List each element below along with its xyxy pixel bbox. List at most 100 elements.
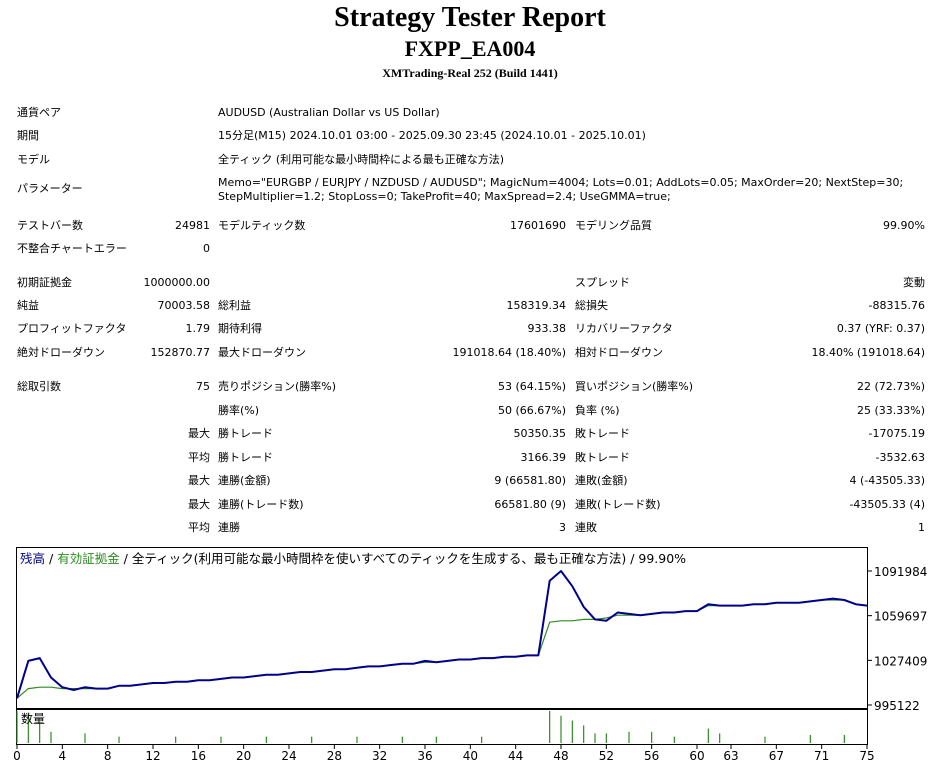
abs-dd-label: 絶対ドローダウン — [17, 346, 105, 359]
worst-trade-value: -17075.19 — [868, 427, 925, 440]
spread-value: 変動 — [903, 276, 925, 289]
avg-loss-label: 敗トレード — [575, 451, 630, 464]
gross-loss-value: -88315.76 — [868, 299, 925, 312]
x-tick-label: 56 — [644, 749, 659, 763]
short-positions-label: 売りポジション(勝率%) — [218, 380, 337, 393]
y-tick-label: 1027409 — [874, 654, 927, 668]
model-label: モデル — [17, 153, 50, 166]
legend-description: / 全ティック(利用可能な最小時間枠を使いすべてのティックを生成する、最も正確な… — [120, 551, 686, 566]
cons-loss-value: -43505.33 (4) — [849, 498, 925, 511]
cons-wins-amt-value: 9 (66581.80) — [494, 474, 566, 487]
quality-value: 99.90% — [883, 219, 925, 232]
abs-dd-value: 152870.77 — [150, 346, 211, 359]
max-label: 最大 — [188, 427, 210, 440]
bars-label: テストバー数 — [17, 219, 83, 232]
max-dd-value: 191018.64 (18.40%) — [452, 346, 566, 359]
cons-losses-amt-value: 4 (-43505.33) — [849, 474, 925, 487]
balance-line — [16, 570, 868, 699]
x-tick-label: 75 — [859, 749, 874, 763]
spread-label: スプレッド — [575, 276, 630, 289]
avg-label: 平均 — [188, 451, 210, 464]
y-tick-label: 1091984 — [874, 565, 927, 579]
y-tick-label: 995122 — [874, 699, 920, 713]
errors-value: 0 — [203, 242, 210, 255]
x-tick-label: 52 — [599, 749, 614, 763]
cons-losses-amt-label: 連敗(金額) — [575, 474, 628, 487]
x-tick-label: 24 — [281, 749, 296, 763]
avg-cons-wins-value: 3 — [559, 521, 566, 534]
avg-label-2: 平均 — [188, 521, 210, 534]
symbol-label: 通貨ペア — [17, 106, 61, 119]
period-label: 期間 — [17, 129, 39, 142]
long-positions-value: 22 (72.73%) — [856, 380, 925, 393]
x-tick-label: 12 — [145, 749, 160, 763]
x-tick-label: 16 — [191, 749, 206, 763]
net-value: 70003.58 — [157, 299, 211, 312]
y-tick-label: 1059697 — [874, 610, 927, 624]
ticks-value: 17601690 — [510, 219, 566, 232]
gross-loss-label: 総損失 — [575, 299, 608, 312]
x-tick-label: 48 — [553, 749, 568, 763]
cons-loss-label: 連敗(トレード数) — [575, 498, 661, 511]
avg-win-label: 勝トレード — [218, 451, 273, 464]
x-tick-label: 71 — [814, 749, 829, 763]
ticks-label: モデルティック数 — [218, 219, 306, 232]
long-positions-label: 買いポジション(勝率%) — [575, 380, 694, 393]
report-title: Strategy Tester Report — [334, 2, 606, 33]
legend-separator: / — [45, 551, 57, 566]
avg-win-value: 3166.39 — [520, 451, 567, 464]
x-tick-label: 36 — [417, 749, 432, 763]
best-trade-label: 勝トレード — [218, 427, 273, 440]
volume-plot-frame — [16, 709, 868, 745]
main-plot-frame — [16, 547, 868, 709]
period-value: 15分足(M15) 2024.10.01 03:00 - 2025.09.30 … — [218, 129, 646, 142]
quality-label: モデリング品質 — [575, 219, 652, 232]
volume-label: 数量 — [21, 711, 45, 726]
ea-name: FXPP_EA004 — [404, 36, 536, 61]
x-tick-label: 20 — [236, 749, 251, 763]
x-tick-label: 28 — [327, 749, 342, 763]
best-trade-value: 50350.35 — [513, 427, 567, 440]
params-label: パラメーター — [17, 182, 83, 195]
rel-dd-value: 18.40% (191018.64) — [811, 346, 925, 359]
x-tick-label: 63 — [723, 749, 738, 763]
expected-value: 933.38 — [527, 322, 567, 335]
winrate-label: 勝率(%) — [218, 404, 260, 417]
avg-cons-wins-label: 連勝 — [218, 521, 240, 534]
params-line-2: StepMultiplier=1.2; StopLoss=0; TakeProf… — [218, 190, 671, 203]
model-value: 全ティック (利用可能な最小時間枠による最も正確な方法) — [218, 153, 505, 166]
rel-dd-label: 相対ドローダウン — [575, 346, 663, 359]
x-tick-label: 60 — [689, 749, 704, 763]
short-positions-value: 53 (64.15%) — [497, 380, 566, 393]
x-tick-label: 44 — [508, 749, 523, 763]
lossrate-label: 負率 (%) — [575, 404, 620, 417]
x-tick-label: 4 — [59, 749, 67, 763]
gross-profit-label: 総利益 — [218, 299, 251, 312]
server-info: XMTrading-Real 252 (Build 1441) — [382, 66, 558, 80]
cons-profit-label: 連勝(トレード数) — [218, 498, 304, 511]
params-line-1: Memo="EURGBP / EURJPY / NZDUSD / AUDUSD"… — [218, 176, 904, 189]
worst-trade-label: 敗トレード — [575, 427, 630, 440]
x-tick-label: 40 — [463, 749, 478, 763]
recovery-label: リカバリーファクタ — [575, 322, 673, 335]
avg-cons-losses-label: 連敗 — [575, 521, 597, 534]
bars-value: 24981 — [175, 219, 210, 232]
net-label: 純益 — [17, 299, 39, 312]
pf-label: プロフィットファクタ — [17, 322, 127, 335]
max-dd-label: 最大ドローダウン — [218, 346, 306, 359]
legend-equity: 有効証拠金 — [57, 551, 120, 566]
total-trades-value: 75 — [196, 380, 210, 393]
deposit-label: 初期証拠金 — [17, 276, 72, 289]
x-tick-label: 0 — [13, 749, 21, 763]
x-tick-label: 8 — [104, 749, 112, 763]
legend-balance: 残高 — [20, 551, 45, 566]
expected-label: 期待利得 — [218, 322, 262, 335]
chart-header: 残高 / 有効証拠金 / 全ティック(利用可能な最小時間枠を使いすべてのティック… — [20, 551, 686, 566]
cons-wins-amt-label: 連勝(金額) — [218, 474, 271, 487]
lossrate-value: 25 (33.33%) — [856, 404, 925, 417]
cons-profit-value: 66581.80 (9) — [494, 498, 566, 511]
x-tick-label: 32 — [372, 749, 387, 763]
max-label-2: 最大 — [188, 474, 210, 487]
x-tick-label: 67 — [769, 749, 784, 763]
